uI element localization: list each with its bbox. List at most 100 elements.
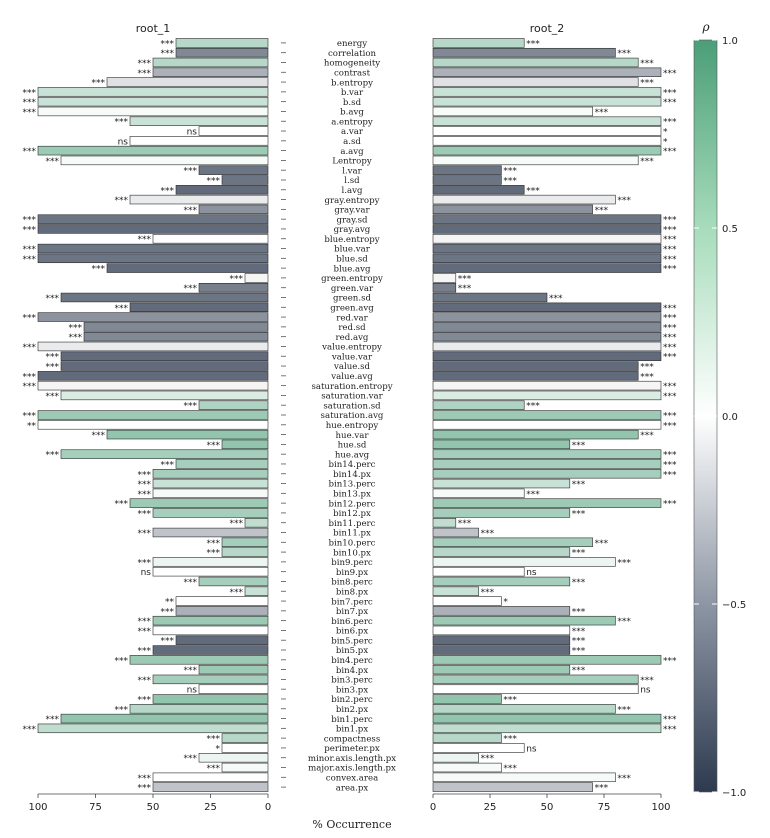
sig-label-root1: *** [23, 343, 37, 353]
sig-label-root1: *** [207, 735, 221, 745]
sig-label-root1: *** [23, 372, 37, 382]
row-label: bin5.perc [331, 636, 373, 646]
bar-root2-bin5.px [432, 645, 571, 655]
bar-root1-red.var [37, 312, 269, 322]
sig-label-root1: *** [23, 216, 37, 226]
bar-root1-hue.avg [60, 449, 269, 459]
row-label: a.entropy [331, 117, 373, 127]
sig-label-root1: *** [207, 441, 221, 451]
sig-label-root2: *** [640, 431, 654, 441]
row-label: value.avg [330, 372, 373, 382]
bar-root1-bin12.px [152, 508, 269, 518]
sig-label-root1: *** [23, 147, 37, 157]
sig-label-root2: * [663, 137, 668, 147]
bar-root2-value.var [432, 351, 662, 361]
row-label: contrast [334, 68, 371, 78]
sig-label-root2: *** [663, 412, 677, 422]
bar-root2-bin3.perc [432, 674, 639, 685]
bar-root1-bin7.px [175, 606, 269, 616]
bar-root1-bin7.perc [175, 596, 269, 606]
sig-label-root1: *** [138, 235, 152, 245]
sig-label-root2: *** [572, 578, 586, 588]
sig-label-root1: *** [138, 647, 152, 657]
bar-root2-value.avg [432, 371, 639, 381]
sig-label-root2: *** [663, 98, 677, 108]
sig-label-root2: *** [663, 353, 677, 363]
bar-root1-bin11.px [152, 527, 269, 538]
x-tick-label: 75 [598, 802, 611, 813]
row-label: bin1.px [336, 725, 368, 735]
sig-label-root2: *** [572, 480, 586, 490]
panel-title-root-2: root_2 [530, 22, 565, 35]
row-label: a.sd [343, 137, 361, 147]
row-label: homogeneity [324, 59, 380, 69]
bar-root1-bin2.px [129, 704, 269, 714]
bar-root1-bin14.px [152, 469, 269, 479]
bar-root2-bin1.px [432, 723, 662, 734]
bar-root1-green.avg [129, 302, 269, 312]
row-label: hue.entropy [326, 421, 379, 431]
row-label: red.var [336, 313, 368, 323]
sig-label-root2: *** [458, 519, 472, 529]
bar-root1-red.sd [83, 322, 269, 332]
sig-label-root1: *** [184, 167, 198, 177]
bar-root1-bin3.px [198, 684, 269, 694]
row-label: bin12.perc [329, 499, 376, 509]
sig-label-root2: *** [663, 333, 677, 343]
x-tick-label: 50 [541, 802, 554, 813]
sig-label-root1: *** [115, 705, 129, 715]
bar-root2-b.avg [432, 106, 593, 117]
bar-root2-green.var [432, 282, 457, 293]
sig-label-root2: *** [663, 255, 677, 265]
sig-label-root2: *** [663, 451, 677, 461]
bar-root1-saturation.sd [198, 400, 269, 410]
row-label: blue.entropy [324, 235, 379, 245]
bar-root2-gray.sd [432, 214, 662, 224]
bar-root2-minor.axis.length.px [432, 753, 479, 763]
sig-label-root2: *** [663, 314, 677, 324]
sig-label-root2: *** [595, 108, 609, 118]
row-label: green.var [331, 284, 374, 294]
row-label: bin12.px [333, 509, 371, 519]
row-label: a.avg [340, 147, 364, 157]
row-label: energy [337, 39, 367, 49]
sig-label-root2: ns [526, 568, 537, 578]
bar-root2-bin6.px [432, 625, 571, 636]
sig-label-root1: *** [184, 284, 198, 294]
bar-root2-Lentropy [432, 155, 639, 166]
bar-root1-bin11.perc [244, 518, 269, 528]
sig-label-root2: *** [663, 382, 677, 392]
row-label: bin14.px [333, 470, 371, 480]
sig-label-root1: *** [115, 304, 129, 314]
row-label: bin3.px [336, 685, 368, 695]
sig-label-root2: *** [572, 441, 586, 451]
sig-label-root2: *** [663, 656, 677, 666]
bar-root1-hue.entropy [37, 420, 269, 430]
row-label: bin8.px [336, 587, 368, 597]
bar-root2-bin11.perc [432, 518, 457, 528]
sig-label-root2: *** [663, 147, 677, 157]
sig-label-root2: *** [503, 167, 517, 177]
row-label: value.sd [333, 362, 370, 372]
bar-root2-perimeter.px [432, 743, 525, 753]
row-label: saturation.avg [321, 411, 384, 421]
bar-root2-l.sd [432, 175, 502, 185]
sig-label-root2: *** [640, 79, 654, 89]
sig-label-root1: *** [138, 617, 152, 627]
sig-label-root2: *** [663, 245, 677, 255]
bar-root2-b.entropy [432, 77, 639, 87]
sig-label-root2: *** [526, 39, 540, 49]
bar-root2-b.sd [432, 96, 662, 107]
bar-root1-correlation [175, 47, 269, 58]
bar-root1-gray.var [198, 204, 269, 215]
bar-root2-hue.sd [432, 439, 571, 450]
legend-tick-label: 0.5 [722, 224, 738, 235]
row-label: b.var [341, 88, 364, 98]
bar-root2-bin5.perc [432, 635, 571, 645]
bar-root2-bin4.perc [432, 655, 662, 665]
sig-label-root1: ns [187, 128, 198, 138]
bar-root2-bin10.perc [432, 537, 593, 548]
x-axes: 0 25 50 75 100 0 25 50 75 100 [28, 793, 671, 813]
sig-label-root1: *** [138, 480, 152, 490]
